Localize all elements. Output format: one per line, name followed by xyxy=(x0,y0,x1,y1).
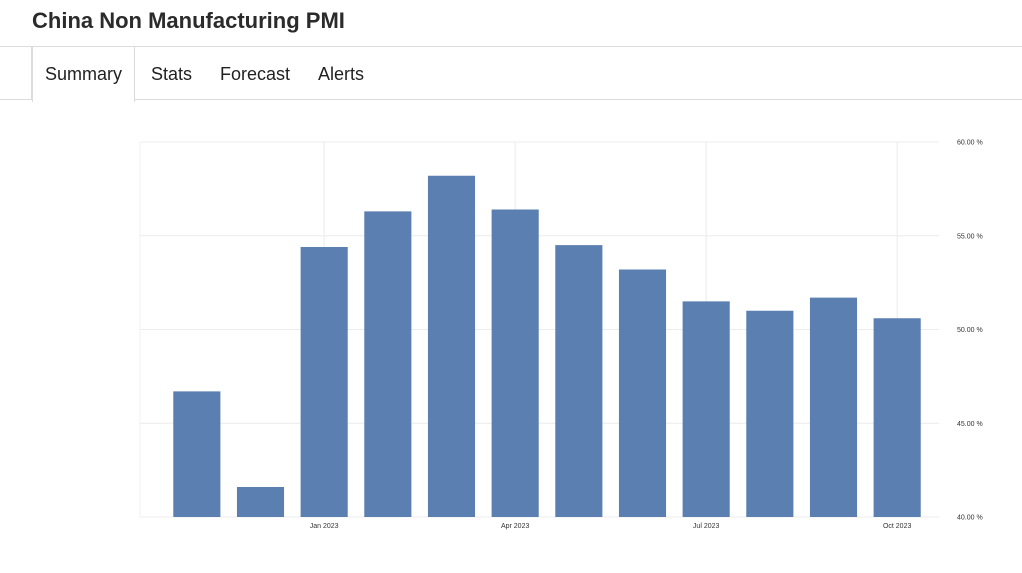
pmi-bar-chart: Jan 2023 Apr 2023 Jul 2023 Oct 2023 40.00 %… xyxy=(139,140,983,530)
x-tick-label: Jul 2023 xyxy=(693,523,720,530)
tab-stats[interactable]: Stats xyxy=(151,64,193,84)
bar-feb-2023 xyxy=(364,211,412,517)
bar-dec-2022 xyxy=(236,487,285,517)
chart-x-axis: Jan 2023 Apr 2023 Jul 2023 Oct 2023 xyxy=(310,523,912,530)
bar-nov-2022 xyxy=(173,391,221,517)
page-title: China Non Manufacturing PMI xyxy=(32,8,345,33)
bar-sep-2023 xyxy=(809,297,858,517)
y-tick-label: 55.00 % xyxy=(957,233,983,240)
chart-y-axis: 40.00 % 45.00 % 50.00 % 55.00 % 60.00 % xyxy=(957,140,983,522)
y-tick-label: 45.00 % xyxy=(957,421,983,428)
y-tick-label: 40.00 % xyxy=(957,515,983,522)
tab-alerts[interactable]: Alerts xyxy=(318,64,365,84)
bar-mar-2023 xyxy=(427,175,476,517)
tab-bar: Summary Stats Forecast Alerts xyxy=(0,46,1022,102)
tab-summary[interactable]: Summary xyxy=(32,47,136,102)
bar-jun-2023 xyxy=(618,269,667,517)
bar-oct-2023 xyxy=(873,318,921,517)
bar-aug-2023 xyxy=(746,310,794,517)
chart-bars xyxy=(173,175,921,517)
x-tick-label: Jan 2023 xyxy=(310,523,339,530)
x-tick-label: Oct 2023 xyxy=(883,523,912,530)
bar-may-2023 xyxy=(555,245,603,517)
x-tick-label: Apr 2023 xyxy=(501,523,530,530)
tab-bar-lead xyxy=(0,47,32,100)
bar-jul-2023 xyxy=(682,301,730,517)
y-tick-label: 50.00 % xyxy=(957,327,983,334)
y-tick-label: 60.00 % xyxy=(957,140,983,147)
bar-jan-2023 xyxy=(300,247,348,517)
bar-apr-2023 xyxy=(491,209,539,517)
tab-forecast[interactable]: Forecast xyxy=(220,64,291,84)
